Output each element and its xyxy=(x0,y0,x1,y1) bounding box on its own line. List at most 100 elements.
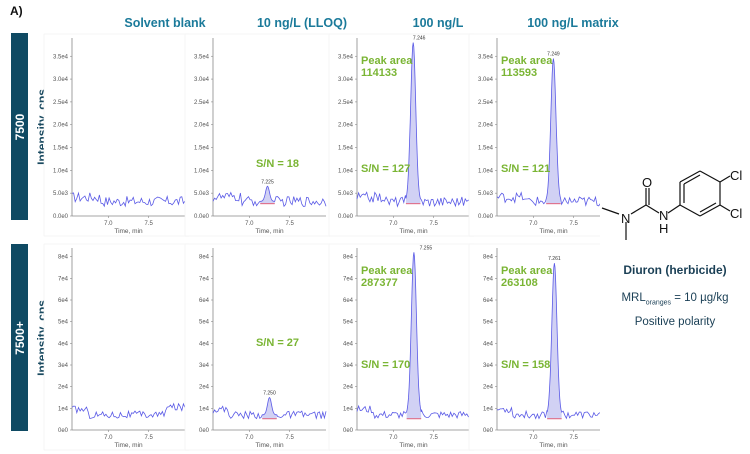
y-tick-label: 7e4 xyxy=(199,276,210,282)
plot-frame xyxy=(43,243,190,451)
panel-label: A) xyxy=(10,4,23,18)
y-tick-label: 2.0e4 xyxy=(194,123,210,129)
y-tick-label: 2.0e4 xyxy=(53,123,69,129)
y-tick-label: 0e0 xyxy=(199,428,210,434)
y-tick-label: 2.0e4 xyxy=(338,123,354,129)
peak-area-label: Peak area xyxy=(501,55,553,67)
peak-area-value: 287377 xyxy=(361,277,398,289)
y-tick-label: 2.5e4 xyxy=(53,100,69,106)
y-tick-label: 2e4 xyxy=(343,385,354,391)
x-axis-title: Time, min xyxy=(539,442,568,449)
peak-area-value: 114133 xyxy=(361,67,397,79)
peak-area-label: Peak area xyxy=(361,55,413,67)
y-tick-label: 5.0e3 xyxy=(194,191,210,197)
y-tick-label: 6e4 xyxy=(58,298,69,304)
y-tick-label: 0e0 xyxy=(58,428,69,434)
column-title-lloq: 10 ng/L (LLOQ) xyxy=(256,16,348,30)
y-tick-label: 0.0e0 xyxy=(53,214,69,220)
y-tick-label: 1.0e4 xyxy=(53,168,69,174)
row-band-7500: 7500 xyxy=(11,33,28,220)
signal-to-noise-label: S/N = 158 xyxy=(501,359,550,371)
chromatogram-trace xyxy=(71,191,186,208)
y-tick-label: 3.0e4 xyxy=(478,77,494,83)
y-tick-label: 4e4 xyxy=(199,341,210,347)
y-tick-label: 8e4 xyxy=(343,255,354,261)
atom-nitrogen-2: N xyxy=(659,208,668,223)
x-tick-label: 7.5 xyxy=(570,435,579,441)
y-tick-label: 5.0e3 xyxy=(478,191,494,197)
y-tick-label: 6e4 xyxy=(199,298,210,304)
y-tick-label: 1e4 xyxy=(199,406,210,412)
y-tick-label: 5e4 xyxy=(343,320,354,326)
y-tick-label: 4e4 xyxy=(343,341,354,347)
y-tick-label: 1e4 xyxy=(483,406,494,412)
x-tick-label: 7.0 xyxy=(529,221,538,227)
y-tick-label: 7e4 xyxy=(343,276,354,282)
y-tick-label: 3.5e4 xyxy=(194,54,210,60)
chromatogram-trace xyxy=(356,42,471,208)
diuron-structure: O N N H Cl Cl xyxy=(601,168,742,240)
y-tick-label: 7e4 xyxy=(483,276,494,282)
y-tick-label: 2e4 xyxy=(483,385,494,391)
polarity-text: Positive polarity xyxy=(634,316,716,328)
y-tick-label: 1e4 xyxy=(343,406,354,412)
chromatogram-trace xyxy=(71,402,186,419)
y-tick-label: 2.5e4 xyxy=(478,100,494,106)
y-tick-label: 3.5e4 xyxy=(53,54,69,60)
structure-bonds xyxy=(601,170,731,240)
mrl-text: MRLoranges = 10 µg/kg xyxy=(600,292,750,306)
peak-area-fill xyxy=(547,263,562,419)
chromatogram-trace xyxy=(212,396,327,420)
x-axis-title: Time, min xyxy=(114,442,143,449)
y-tick-label: 3.0e4 xyxy=(194,77,210,83)
retention-time-label: 7.246 xyxy=(413,36,426,42)
y-tick-label: 1.5e4 xyxy=(53,146,69,152)
y-tick-label: 2.5e4 xyxy=(194,100,210,106)
chromatogram-trace xyxy=(496,58,600,207)
y-tick-label: 1.5e4 xyxy=(478,146,494,152)
y-tick-label: 4e4 xyxy=(483,341,494,347)
y-tick-label: 5.0e3 xyxy=(53,191,69,197)
retention-time-label: 7.249 xyxy=(547,52,560,58)
x-tick-label: 7.5 xyxy=(145,435,154,441)
y-tick-label: 1.5e4 xyxy=(338,146,354,152)
compound-name: Diuron (herbicide) xyxy=(623,263,727,277)
peak-area-value: 113593 xyxy=(501,67,537,79)
mrl-prefix: MRL xyxy=(621,292,646,304)
x-tick-label: 7.5 xyxy=(286,435,295,441)
y-tick-label: 8e4 xyxy=(483,255,494,261)
y-tick-label: 3.0e4 xyxy=(53,77,69,83)
y-tick-label: 1.0e4 xyxy=(338,168,354,174)
column-title-100ngl: 100 ng/L xyxy=(412,16,464,30)
y-tick-label: 0.0e0 xyxy=(338,214,354,220)
signal-to-noise-label: S/N = 127 xyxy=(361,163,410,175)
column-title-solvent-blank: Solvent blank xyxy=(124,16,206,30)
retention-time-label: 7.250 xyxy=(263,391,276,397)
peak-area-fill xyxy=(546,58,561,204)
x-tick-label: 7.5 xyxy=(570,221,579,227)
y-tick-label: 3e4 xyxy=(483,363,494,369)
mrl-value: = 10 µg/kg xyxy=(671,292,729,304)
y-tick-label: 5e4 xyxy=(483,320,494,326)
y-tick-label: 2e4 xyxy=(199,385,210,391)
y-tick-label: 3e4 xyxy=(343,363,354,369)
y-tick-label: 3.5e4 xyxy=(478,54,494,60)
x-tick-label: 7.0 xyxy=(104,435,113,441)
x-tick-label: 7.5 xyxy=(145,221,154,227)
x-axis-title: Time, min xyxy=(255,228,284,235)
signal-to-noise-label: S/N = 170 xyxy=(361,359,410,371)
y-tick-label: 6e4 xyxy=(483,298,494,304)
signal-to-noise-label: S/N = 121 xyxy=(501,163,550,175)
y-tick-label: 0e0 xyxy=(483,428,494,434)
signal-to-noise-label: S/N = 18 xyxy=(256,158,299,170)
y-tick-label: 1.0e4 xyxy=(478,168,494,174)
x-tick-label: 7.0 xyxy=(104,221,113,227)
row-band-7500plus: 7500+ xyxy=(11,244,28,431)
x-axis-title: Time, min xyxy=(399,442,428,449)
y-tick-label: 4e4 xyxy=(58,341,69,347)
chromatogram-trace xyxy=(497,263,600,420)
y-tick-label: 2.5e4 xyxy=(338,100,354,106)
y-tick-label: 5.0e3 xyxy=(338,191,354,197)
y-tick-label: 8e4 xyxy=(58,255,69,261)
y-tick-label: 0.0e0 xyxy=(194,214,210,220)
